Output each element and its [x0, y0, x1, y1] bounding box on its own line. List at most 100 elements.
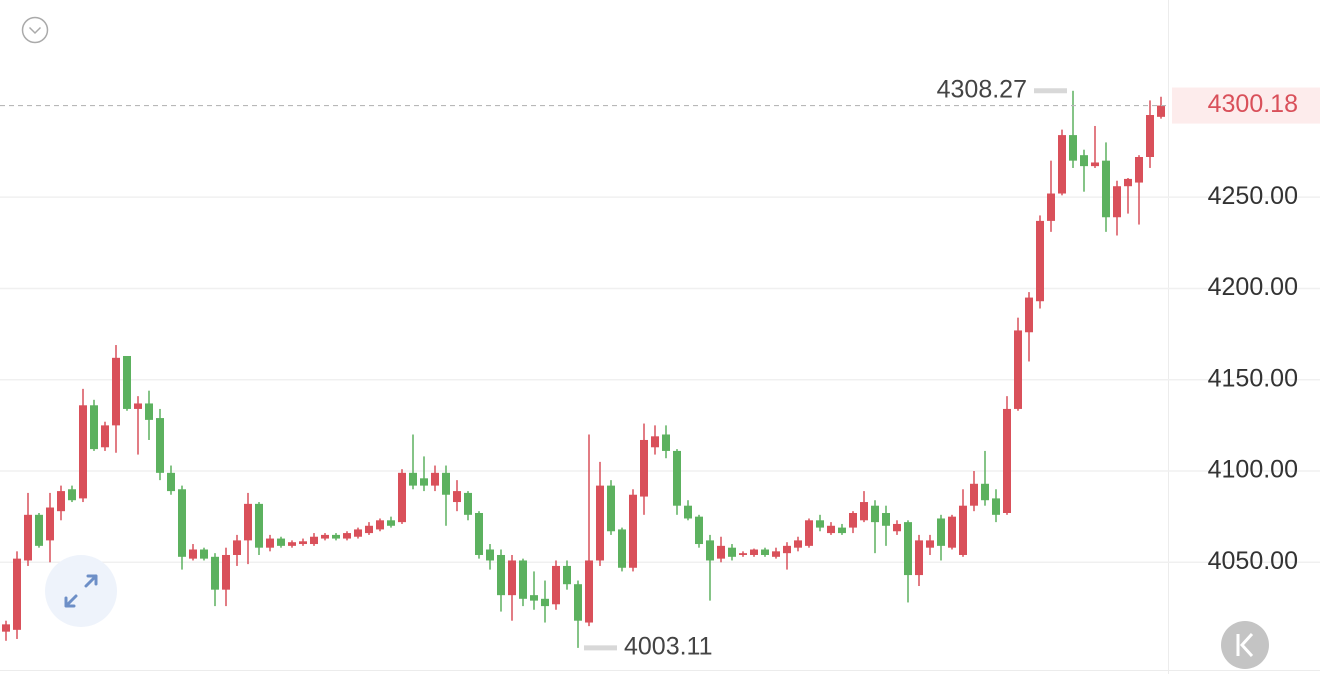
candle-body: [805, 520, 813, 546]
candle-body: [442, 472, 450, 495]
candle-body: [299, 541, 307, 545]
candles: [2, 90, 1165, 648]
candle-body: [684, 505, 692, 519]
candle-body: [1036, 220, 1044, 302]
candle-body: [563, 565, 571, 585]
candle-body: [35, 514, 43, 546]
y-tick-label: 4150.00: [1208, 364, 1298, 392]
candle-body: [607, 485, 615, 532]
max-label: 4308.27: [937, 75, 1027, 103]
candle-body: [1058, 135, 1066, 194]
candle-body: [409, 472, 417, 486]
candle-body: [695, 516, 703, 545]
candle-body: [596, 485, 604, 561]
y-tick-label: 4200.00: [1208, 273, 1298, 301]
candle-body: [90, 405, 98, 450]
candle-body: [46, 507, 54, 541]
candle-body: [849, 512, 857, 528]
candle-body: [1102, 160, 1110, 218]
candle-body: [783, 545, 791, 554]
candle-body: [189, 549, 197, 559]
candle-body: [68, 489, 76, 501]
candle-body: [79, 405, 87, 499]
candle-body: [508, 560, 516, 596]
candle-body: [222, 554, 230, 590]
min-label: 4003.11: [624, 633, 713, 661]
candle-body: [112, 357, 120, 426]
candle-body: [948, 516, 956, 548]
candle-body: [541, 598, 549, 607]
candle-body: [1047, 193, 1055, 221]
candle-body: [530, 595, 538, 601]
candle-body: [211, 556, 219, 590]
candle-body: [1157, 105, 1165, 117]
candle-body: [266, 538, 274, 548]
candle-body: [761, 549, 769, 555]
latest-circle: [1221, 621, 1269, 669]
candle-body: [750, 549, 758, 555]
candle-body: [475, 512, 483, 555]
candle-body: [310, 536, 318, 545]
candle-body: [915, 540, 923, 576]
expand-button[interactable]: [45, 555, 117, 627]
candle-body: [904, 522, 912, 576]
candle-body: [1069, 135, 1077, 161]
candle-body: [134, 403, 142, 409]
last-price-label: 4300.18: [1208, 90, 1298, 118]
candle-body: [629, 494, 637, 568]
candle-body: [574, 584, 582, 621]
candle-body: [420, 478, 428, 486]
candle-body: [376, 520, 384, 530]
candle-body: [288, 542, 296, 546]
candle-body: [618, 529, 626, 568]
candle-body: [717, 545, 725, 559]
annotations: 4308.27 4003.11 4300.18: [0, 75, 1320, 661]
candle-body: [1135, 157, 1143, 183]
candle-body: [101, 425, 109, 448]
candle-body: [1091, 162, 1099, 167]
candle-body: [926, 540, 934, 548]
latest-button[interactable]: [1221, 621, 1269, 669]
candle-body: [651, 436, 659, 448]
candle-body: [343, 533, 351, 539]
candle-body: [321, 534, 329, 539]
last-price-tag: [1172, 87, 1320, 124]
y-tick-label: 4100.00: [1208, 456, 1298, 484]
y-tick-label: 4050.00: [1208, 547, 1298, 575]
candle-body: [981, 483, 989, 501]
candle-body: [486, 549, 494, 561]
candle-body: [882, 512, 890, 526]
candle-body: [178, 489, 186, 557]
candle-body: [552, 565, 560, 605]
candle-body: [1113, 186, 1121, 218]
candle-body: [2, 624, 10, 632]
candle-body: [1146, 115, 1154, 158]
latest-icon: [1236, 632, 1254, 658]
candle-body: [1124, 178, 1132, 187]
candle-body: [893, 523, 901, 532]
candle-body: [772, 551, 780, 557]
candle-body: [255, 503, 263, 548]
candle-body: [156, 418, 164, 473]
candle-body: [739, 553, 747, 555]
candle-body: [13, 558, 21, 630]
candle-body: [585, 560, 593, 623]
candle-body: [57, 491, 65, 512]
candle-body: [398, 472, 406, 523]
candle-body: [662, 434, 670, 451]
candle-body: [277, 538, 285, 546]
candle-body: [937, 518, 945, 546]
candle-body: [244, 503, 252, 541]
candle-body: [970, 483, 978, 506]
collapse-button[interactable]: [21, 16, 49, 44]
candle-body: [387, 520, 395, 526]
candle-body: [860, 502, 868, 521]
candle-body: [1025, 297, 1033, 333]
candle-body: [728, 547, 736, 557]
y-tick-label: 4250.00: [1208, 182, 1298, 210]
candle-body: [827, 525, 835, 534]
candle-body: [365, 525, 373, 534]
candle-body: [519, 560, 527, 599]
